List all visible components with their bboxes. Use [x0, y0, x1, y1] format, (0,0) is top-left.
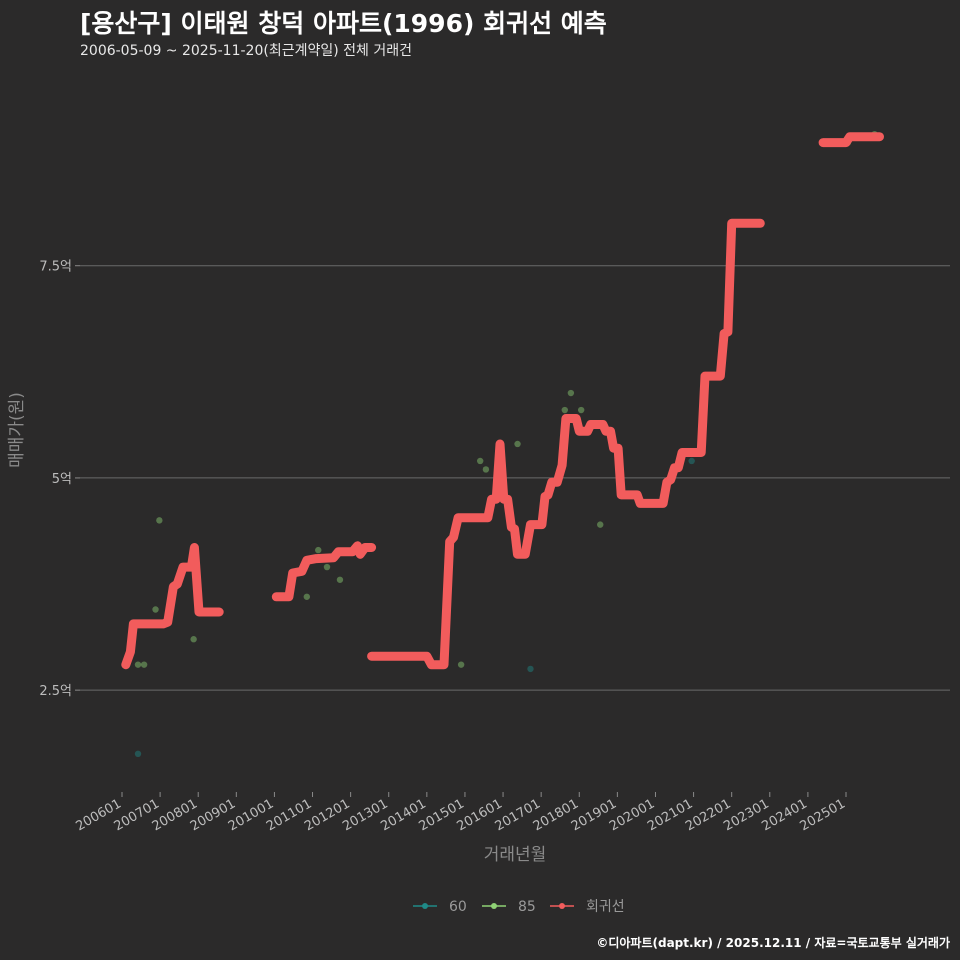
point-85-11 [482, 466, 490, 473]
point-85-0 [134, 661, 142, 668]
y-axis-title: 매매가(원) [7, 392, 27, 468]
point-85-16 [597, 521, 604, 528]
y-tick-label-2: 7.5억 [39, 260, 72, 275]
chart-subtitle: 2006-05-09 ~ 2025-11-20(최근계약일) 전체 거래건 [80, 43, 412, 59]
x-axis-title: 거래년월 [484, 845, 547, 865]
point-85-12 [514, 440, 521, 448]
x-axis-ticks: 2006012007012008012009012010012011012012… [74, 792, 848, 834]
point-85-9 [457, 661, 465, 668]
y-tick-label-1: 5억 [52, 472, 72, 487]
legend-label-1: 85 [518, 899, 536, 915]
point-60-1 [527, 665, 534, 673]
regression-segment-1 [271, 541, 377, 602]
grid-lines [80, 265, 950, 691]
point-85-1 [140, 661, 148, 668]
regression-lines [121, 132, 884, 670]
footer-credit: ©디아파트(dapt.kr) / 2025.12.11 / 자료=국토교통부 실… [596, 936, 950, 950]
legend-label-0: 60 [449, 899, 467, 915]
point-85-14 [567, 389, 575, 397]
point-60-0 [134, 750, 142, 758]
point-85-2 [152, 606, 159, 613]
point-85-13 [561, 406, 568, 414]
legend-dot-2 [559, 903, 565, 909]
point-60-2 [688, 457, 695, 465]
y-tick-label-0: 2.5억 [39, 684, 72, 699]
legend-dot-0 [422, 903, 428, 909]
point-85-4 [190, 636, 197, 643]
legend-item-2: 회귀선 [550, 899, 625, 915]
y-axis-ticks: 2.5억 5억 7.5억 [39, 260, 80, 699]
regression-segment-0 [121, 543, 224, 670]
legend-dot-1 [491, 903, 497, 909]
point-85-10 [476, 457, 484, 465]
legend-item-1: 85 [482, 899, 536, 915]
point-85-8 [336, 576, 344, 583]
point-85-6 [315, 546, 322, 554]
legend-item-0: 60 [413, 899, 467, 915]
legend: 60 85 회귀선 [413, 899, 625, 915]
point-85-3 [156, 517, 163, 524]
point-85-15 [577, 406, 585, 414]
point-85-5 [303, 593, 311, 600]
regression-segment-2 [367, 218, 765, 670]
point-85-7 [323, 563, 331, 571]
regression-segment-3 [818, 132, 884, 148]
legend-label-2: 회귀선 [586, 899, 625, 915]
chart-title: [용산구] 이태원 창덕 아파트(1996) 회귀선 예측 [80, 9, 607, 38]
scatter-points [134, 130, 878, 758]
